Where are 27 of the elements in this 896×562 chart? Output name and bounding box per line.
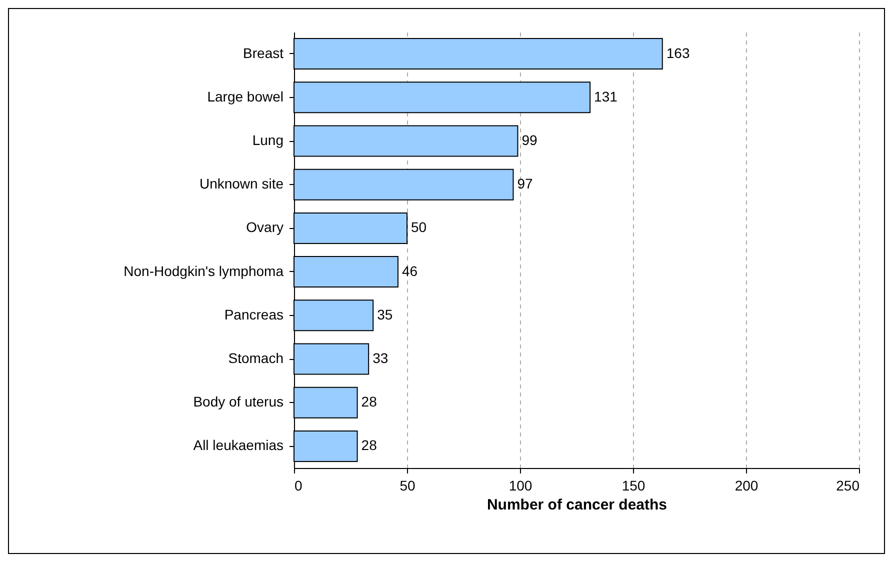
y-tick-label: Large bowel (207, 88, 284, 104)
data-label: 50 (411, 219, 427, 236)
y-tick-label: Stomach (228, 350, 284, 366)
data-label: 99 (522, 132, 538, 148)
data-label: 163 (666, 44, 690, 61)
x-tick-label: 0 (294, 478, 302, 494)
x-tick-label: 200 (734, 478, 758, 494)
data-label: 35 (377, 306, 393, 322)
x-tick-label: 50 (400, 478, 416, 494)
y-tick-label: Body of uterus (193, 394, 284, 410)
data-label: 131 (594, 88, 618, 104)
x-tick-label: 150 (622, 478, 646, 494)
y-tick-label: Unknown site (199, 176, 284, 192)
x-tick-label: 100 (508, 478, 532, 494)
data-label: 97 (517, 176, 534, 192)
y-tick-label: Non-Hodgkin's lymphoma (124, 262, 284, 279)
y-tick-label: Ovary (246, 219, 284, 236)
x-tick-label: 250 (836, 478, 860, 494)
y-tick-label: Pancreas (224, 306, 284, 322)
y-tick-label: Breast (243, 44, 284, 61)
data-label: 28 (361, 437, 378, 454)
y-tick-label: Lung (252, 132, 284, 148)
x-axis-title: Number of cancer deaths (486, 496, 668, 514)
y-tick-label: All leukaemias (193, 437, 284, 454)
data-label: 33 (372, 350, 388, 366)
data-label: 28 (361, 394, 378, 410)
data-label: 46 (402, 262, 418, 279)
